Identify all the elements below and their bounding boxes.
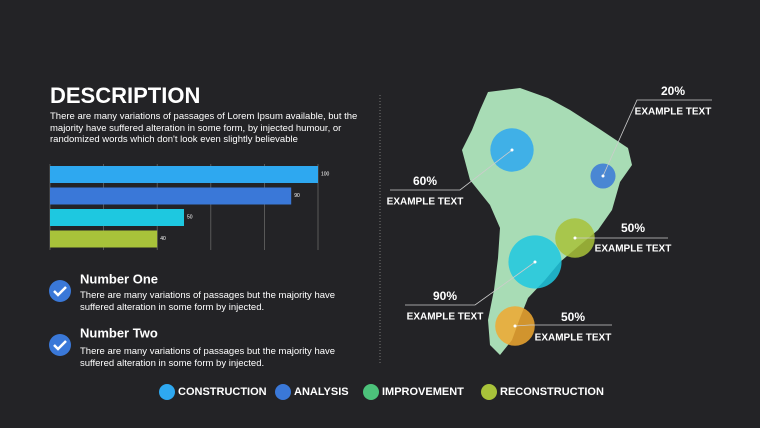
bubble-dot [513,324,517,328]
callout-value: 90% [433,289,457,303]
bubble-dot [573,236,577,240]
legend-swatch [363,384,379,400]
callout-line [405,261,536,306]
callout-line [514,324,612,327]
callout-value: 60% [413,174,437,188]
callout-text: EXAMPLE TEXT [635,107,712,118]
bubble-dot [601,174,605,178]
title: DESCRIPTION [50,83,200,108]
check-icon [49,280,71,302]
callout-value: 50% [621,221,645,235]
callout-text: EXAMPLE TEXT [595,244,672,255]
bubble-dot [510,148,514,152]
item-text: There are many variations of passages bu… [80,290,336,313]
legend-label: IMPROVEMENT [382,386,464,398]
legend-label: ANALYSIS [294,386,349,398]
callout-line [602,99,712,177]
callout-value: 20% [661,84,685,98]
callout-text: EXAMPLE TEXT [535,333,612,344]
bar [50,209,184,226]
callout-text: EXAMPLE TEXT [387,197,464,208]
check-mark [53,286,67,297]
bar-value-label: 100 [321,171,330,177]
callout-text: EXAMPLE TEXT [407,312,484,323]
bar-value-label: 50 [187,214,193,220]
item-title: Number Two [80,325,158,340]
bar-value-label: 90 [294,193,300,199]
check-mark [53,340,67,351]
bar [50,166,318,183]
bubble-dot [533,260,537,264]
bar [50,187,292,205]
check-icon [49,334,71,356]
callout-value: 50% [561,310,585,324]
item-title: Number One [80,271,158,286]
legend-label: RECONSTRUCTION [500,386,604,398]
bar-value-label: 40 [160,236,166,242]
bar [50,230,158,248]
map-south-america [462,88,632,355]
legend-swatch [481,384,497,400]
legend-swatch [275,384,291,400]
description-text: There are many variations of passages of… [50,111,358,145]
legend-label: CONSTRUCTION [178,386,267,398]
item-text: There are many variations of passages bu… [80,346,336,369]
callout-line [390,149,513,191]
legend-swatch [159,384,175,400]
